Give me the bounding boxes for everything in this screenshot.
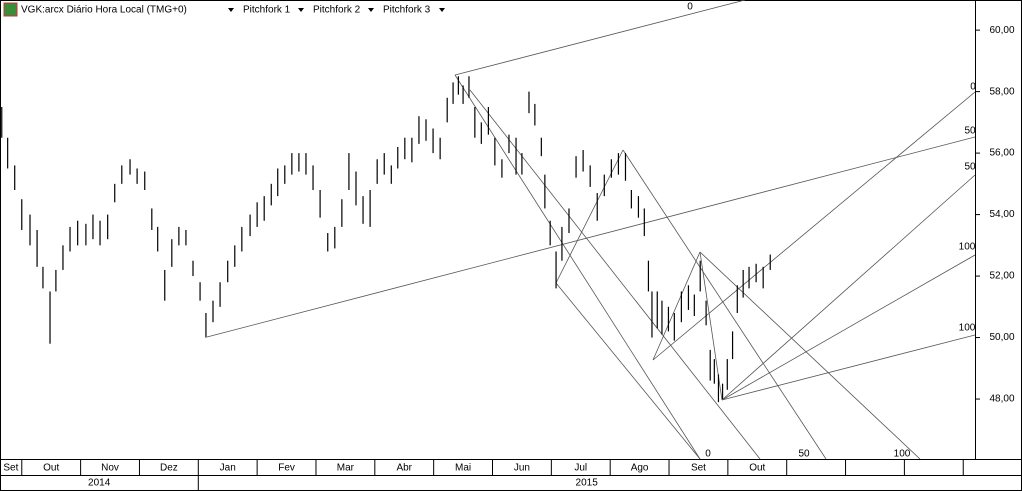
pitchfork-line [454,74,701,459]
dropdown-arrow[interactable] [439,8,445,12]
pitchfork-line [555,282,701,459]
pitchfork-level: 0 [705,449,711,460]
x-tick-label: Ago [631,463,649,474]
pitchfork-line [652,251,701,361]
y-tick-label: 60,00 [989,25,1014,36]
symbol-icon [3,2,18,17]
y-tick-label: 48,00 [989,394,1014,405]
x-tick-label: Jan [220,463,236,474]
chart-title[interactable]: VGK:arcx Diário Hora Local (TMG+0) [21,5,187,16]
dropdown-arrow[interactable] [368,8,374,12]
pitchfork-line [454,0,746,76]
price-bars [1,76,771,403]
y-tick-label: 58,00 [989,86,1014,97]
x-tick-label: Dez [160,463,178,474]
x-tick-label: Out [43,463,59,474]
pitchfork-level: 100 [959,323,976,334]
pitchfork-line [721,334,975,401]
pitchfork-line [699,251,921,459]
pitchfork-name[interactable]: Pitchfork 1 [243,5,291,16]
x-tick-label: Out [749,463,765,474]
pitchfork-level: 50 [798,449,810,460]
x-axis: Set Out Nov Dez Jan Fev Mar Abr Mai Jun Jul Ago Set O… [3,459,964,475]
dropdown-arrow[interactable] [228,8,234,12]
pitchfork-line [721,254,975,401]
pitchfork-name[interactable]: Pitchfork 3 [383,5,431,16]
pitchfork-line [721,174,975,401]
dropdown-arrow[interactable] [298,8,304,12]
x-tick-label: Fev [278,463,295,474]
x-tick-label: Mai [455,463,471,474]
pitchfork-level: 100 [894,449,911,460]
x-tick-label: Abr [396,463,412,474]
pitchfork-level: 0 [970,82,976,93]
pitchfork-name[interactable]: Pitchfork 2 [313,5,361,16]
pitchfork-line [206,136,975,338]
x-tick-label: Jul [574,463,587,474]
year-label: 2015 [576,478,599,489]
x-tick-label: Jun [514,463,530,474]
y-tick-label: 56,00 [989,148,1014,159]
x-tick-label: Set [691,463,706,474]
pitchfork-level: 100 [959,242,976,253]
pitchfork-level: 50 [964,126,976,137]
pitchfork-line [469,89,761,459]
year-label: 2014 [88,478,111,489]
pitchfork-level: 0 [687,2,693,13]
y-tick-label: 50,00 [989,332,1014,343]
x-tick-label: Nov [101,463,119,474]
x-tick-label: Mar [337,463,355,474]
pitchfork-level: 50 [964,162,976,173]
x-tick-label: Set [3,463,18,474]
pitchfork-line [622,149,827,459]
y-tick-label: 52,00 [989,271,1014,282]
y-tick-label: 54,00 [989,209,1014,220]
